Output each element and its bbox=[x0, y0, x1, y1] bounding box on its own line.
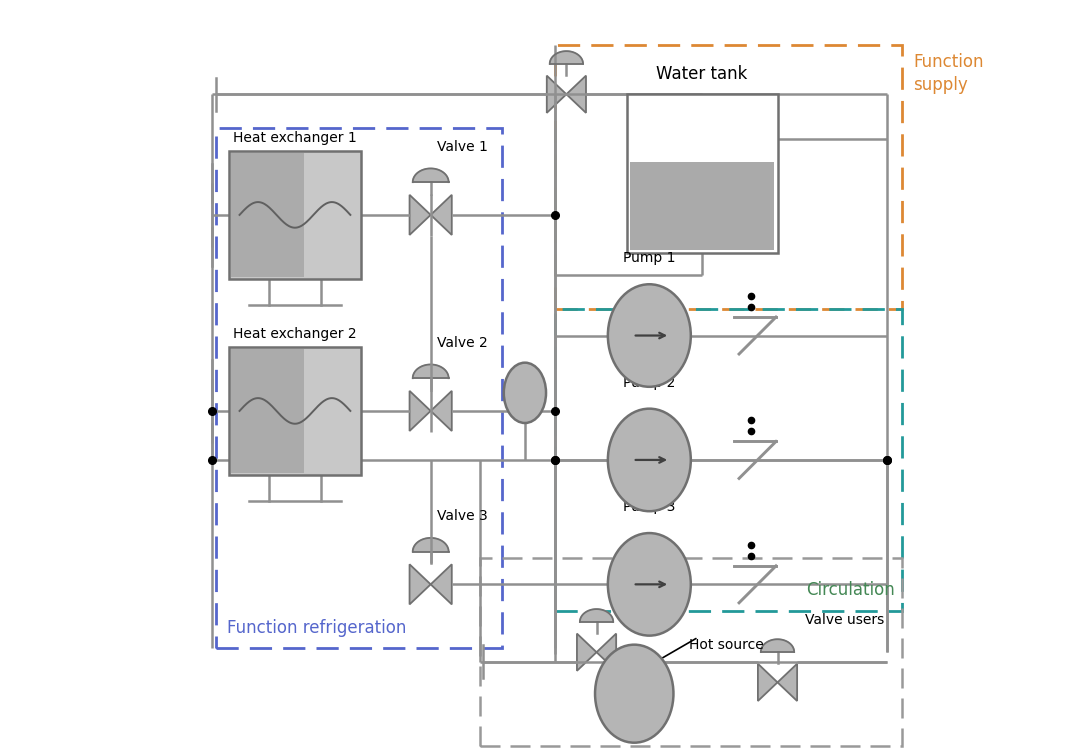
Polygon shape bbox=[758, 664, 778, 701]
Text: Leakage: Leakage bbox=[606, 579, 665, 593]
Text: Valve 3: Valve 3 bbox=[437, 509, 488, 523]
Polygon shape bbox=[431, 564, 451, 605]
Polygon shape bbox=[431, 195, 451, 235]
Bar bbox=[229, 151, 361, 279]
Text: Function
supply: Function supply bbox=[914, 53, 984, 94]
Polygon shape bbox=[409, 195, 431, 235]
Text: Valve users: Valve users bbox=[805, 614, 883, 627]
Text: Water tank: Water tank bbox=[657, 65, 747, 83]
Bar bbox=[480, 558, 902, 746]
Polygon shape bbox=[577, 633, 596, 671]
Polygon shape bbox=[550, 51, 583, 64]
Text: Pump 3: Pump 3 bbox=[623, 500, 675, 514]
Text: Pump 2: Pump 2 bbox=[623, 375, 675, 390]
Ellipse shape bbox=[595, 645, 674, 743]
Polygon shape bbox=[413, 538, 448, 552]
Text: Function refrigeration: Function refrigeration bbox=[227, 619, 406, 637]
Polygon shape bbox=[566, 75, 586, 113]
Bar bbox=[231, 349, 303, 473]
Ellipse shape bbox=[608, 533, 691, 636]
Text: Heat exchanger 1: Heat exchanger 1 bbox=[233, 130, 356, 145]
Polygon shape bbox=[413, 168, 448, 182]
Polygon shape bbox=[431, 391, 451, 431]
Ellipse shape bbox=[608, 284, 691, 387]
Bar bbox=[555, 45, 902, 309]
Polygon shape bbox=[546, 75, 566, 113]
Bar bbox=[630, 163, 774, 250]
Bar bbox=[626, 94, 778, 253]
Polygon shape bbox=[409, 564, 431, 605]
Text: Circulation: Circulation bbox=[806, 581, 894, 599]
Polygon shape bbox=[409, 391, 431, 431]
Polygon shape bbox=[580, 609, 613, 622]
Text: Valve 2: Valve 2 bbox=[437, 336, 488, 350]
Bar bbox=[216, 128, 502, 648]
Bar bbox=[555, 309, 902, 611]
Polygon shape bbox=[778, 664, 797, 701]
Polygon shape bbox=[760, 639, 794, 652]
Polygon shape bbox=[596, 633, 617, 671]
Bar bbox=[231, 153, 303, 277]
Ellipse shape bbox=[608, 409, 691, 511]
Text: Pump 1: Pump 1 bbox=[623, 251, 676, 265]
Text: Valve 1: Valve 1 bbox=[437, 139, 488, 154]
Bar bbox=[229, 347, 361, 475]
Text: Hot source: Hot source bbox=[689, 638, 764, 652]
Ellipse shape bbox=[503, 363, 546, 423]
Polygon shape bbox=[413, 364, 448, 379]
Text: Heat exchanger 2: Heat exchanger 2 bbox=[233, 326, 356, 341]
